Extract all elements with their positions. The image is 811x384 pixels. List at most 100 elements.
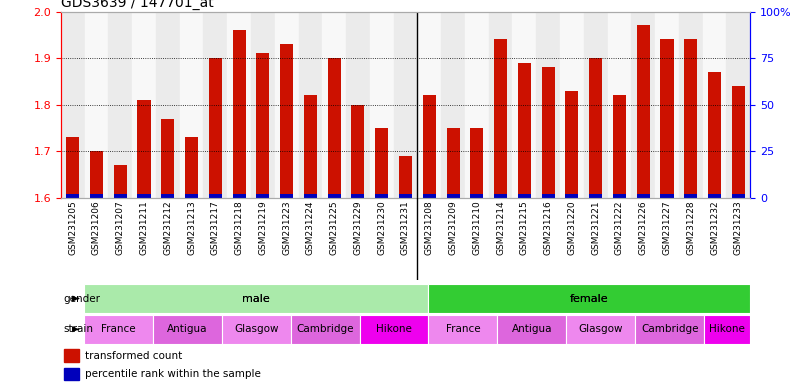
Text: GSM231223: GSM231223	[282, 200, 291, 255]
Bar	[204, 12, 227, 198]
Text: Glasgow: Glasgow	[234, 324, 278, 334]
Text: GSM231224: GSM231224	[306, 200, 315, 255]
Bar	[138, 194, 151, 198]
Bar	[428, 284, 750, 313]
Bar	[180, 12, 204, 198]
Bar	[221, 315, 290, 344]
Bar	[441, 12, 465, 198]
Bar	[566, 315, 635, 344]
Bar	[375, 194, 388, 198]
Text: male: male	[242, 293, 270, 304]
Bar	[702, 12, 727, 198]
Bar	[233, 30, 246, 198]
Bar	[423, 194, 436, 198]
Text: GSM231230: GSM231230	[377, 200, 386, 255]
Bar	[370, 12, 393, 198]
Bar	[684, 194, 697, 198]
Bar	[631, 12, 655, 198]
Bar	[132, 12, 156, 198]
Bar	[208, 194, 222, 198]
Text: percentile rank within the sample: percentile rank within the sample	[85, 369, 261, 379]
Text: GSM231217: GSM231217	[211, 200, 220, 255]
Bar	[90, 151, 103, 198]
Bar	[322, 12, 346, 198]
Text: GSM231212: GSM231212	[163, 200, 172, 255]
Bar	[423, 95, 436, 198]
Bar	[637, 25, 650, 198]
Bar	[732, 86, 744, 198]
Bar	[708, 194, 721, 198]
Bar	[351, 104, 364, 198]
Text: GSM231208: GSM231208	[425, 200, 434, 255]
Bar	[517, 63, 531, 198]
Text: Hikone: Hikone	[710, 324, 745, 334]
Bar	[114, 194, 127, 198]
Bar	[67, 137, 79, 198]
Bar	[704, 315, 750, 344]
Bar	[517, 194, 531, 198]
Bar	[489, 12, 513, 198]
Bar	[418, 12, 441, 198]
Text: GSM231222: GSM231222	[615, 200, 624, 255]
Bar	[351, 194, 364, 198]
Text: GSM231226: GSM231226	[639, 200, 648, 255]
Bar	[613, 95, 626, 198]
Text: Glasgow: Glasgow	[578, 324, 623, 334]
Bar	[727, 12, 750, 198]
Bar	[256, 53, 269, 198]
Text: GSM231209: GSM231209	[448, 200, 457, 255]
Text: female: female	[570, 293, 608, 304]
Text: GSM231221: GSM231221	[591, 200, 600, 255]
Text: GSM231213: GSM231213	[187, 200, 196, 255]
Text: GSM231207: GSM231207	[116, 200, 125, 255]
Bar	[399, 194, 412, 198]
Bar	[447, 194, 460, 198]
Text: male: male	[242, 293, 270, 304]
Text: GSM231206: GSM231206	[92, 200, 101, 255]
Text: GSM231205: GSM231205	[68, 200, 77, 255]
Bar	[328, 194, 341, 198]
Bar	[298, 12, 322, 198]
Bar	[152, 315, 221, 344]
Bar	[84, 284, 428, 313]
Text: GDS3639 / 147701_at: GDS3639 / 147701_at	[61, 0, 213, 10]
Text: GSM231229: GSM231229	[354, 200, 363, 255]
Text: GSM231216: GSM231216	[543, 200, 552, 255]
Bar	[732, 194, 744, 198]
Bar	[185, 194, 198, 198]
Bar	[494, 40, 507, 198]
Bar	[470, 194, 483, 198]
Bar	[161, 119, 174, 198]
Bar	[660, 194, 673, 198]
Bar	[497, 315, 566, 344]
Bar	[637, 194, 650, 198]
Bar	[428, 284, 750, 313]
Bar	[185, 137, 198, 198]
Bar	[304, 194, 317, 198]
Text: strain: strain	[63, 324, 93, 334]
Text: GSM231219: GSM231219	[259, 200, 268, 255]
Bar	[251, 12, 275, 198]
Bar	[208, 58, 222, 198]
Text: Cambridge: Cambridge	[296, 324, 354, 334]
Bar	[584, 12, 607, 198]
Text: GSM231233: GSM231233	[734, 200, 743, 255]
Bar	[660, 40, 673, 198]
Text: female: female	[570, 293, 608, 304]
Bar	[84, 12, 109, 198]
Bar	[84, 315, 152, 344]
Bar	[708, 72, 721, 198]
Bar	[61, 12, 84, 198]
Bar	[290, 315, 359, 344]
Bar	[109, 12, 132, 198]
Bar	[67, 194, 79, 198]
Bar	[428, 315, 497, 344]
Text: GSM231232: GSM231232	[710, 200, 719, 255]
Text: GSM231231: GSM231231	[401, 200, 410, 255]
Bar	[90, 194, 103, 198]
Text: transformed count: transformed count	[85, 351, 182, 361]
Text: Cambridge: Cambridge	[641, 324, 698, 334]
Bar	[227, 12, 251, 198]
Bar	[64, 368, 79, 380]
Bar	[589, 194, 603, 198]
